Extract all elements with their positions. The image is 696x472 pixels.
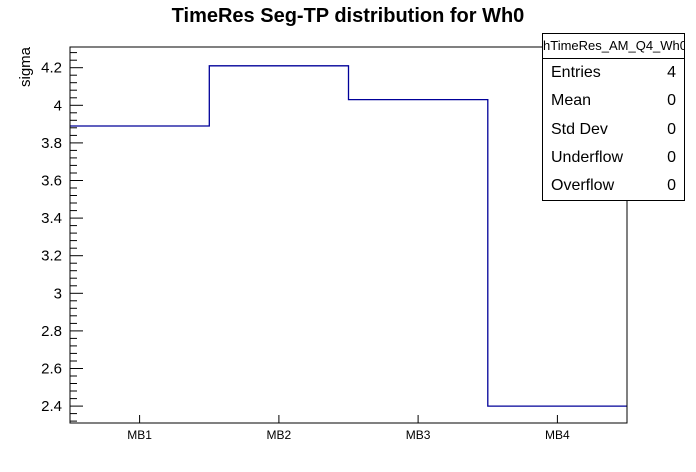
- y-tick-label: 4: [54, 97, 62, 114]
- x-tick-label: MB2: [267, 428, 292, 442]
- stats-value: 0: [667, 120, 676, 138]
- y-tick-label: 2.4: [41, 398, 62, 415]
- stats-label: Entries: [551, 64, 601, 82]
- stats-value: 4: [667, 64, 676, 82]
- plot-frame: [69, 46, 628, 424]
- y-tick-label: 3.8: [41, 135, 62, 152]
- x-tick-label: MB3: [406, 428, 431, 442]
- stats-rows: Entries 4 Mean 0 Std Dev 0 Underflow 0 O…: [543, 59, 684, 200]
- stats-row-overflow: Overflow 0: [543, 172, 684, 200]
- stats-row-underflow: Underflow 0: [543, 144, 684, 172]
- stats-label: Overflow: [551, 176, 615, 194]
- stats-label: Mean: [551, 92, 592, 110]
- y-tick-label: 3: [54, 285, 62, 302]
- stats-row-stddev: Std Dev 0: [543, 115, 684, 143]
- y-tick-label: 3.6: [41, 173, 62, 190]
- x-tick-label: MB4: [545, 428, 570, 442]
- stats-value: 0: [667, 148, 676, 166]
- y-tick-label: 3.4: [41, 210, 62, 227]
- stats-value: 0: [667, 176, 676, 194]
- stats-row-mean: Mean 0: [543, 87, 684, 115]
- stats-label: Std Dev: [551, 120, 608, 138]
- chart-title: TimeRes Seg-TP distribution for Wh0: [171, 5, 525, 27]
- y-tick-label: 2.8: [41, 323, 62, 340]
- x-tick-label: MB1: [127, 428, 152, 442]
- stats-value: 0: [667, 92, 676, 110]
- histogram-line: [70, 65, 627, 407]
- stats-row-entries: Entries 4: [543, 59, 684, 87]
- y-tick-label: 2.6: [41, 361, 62, 378]
- y-tick-label: 3.2: [41, 248, 62, 265]
- stats-box-title: hTimeRes_AM_Q4_Wh0: [543, 34, 684, 59]
- y-tick-label: 4.2: [41, 60, 62, 77]
- stats-box: hTimeRes_AM_Q4_Wh0 Entries 4 Mean 0 Std …: [542, 33, 685, 201]
- stats-label: Underflow: [551, 148, 624, 166]
